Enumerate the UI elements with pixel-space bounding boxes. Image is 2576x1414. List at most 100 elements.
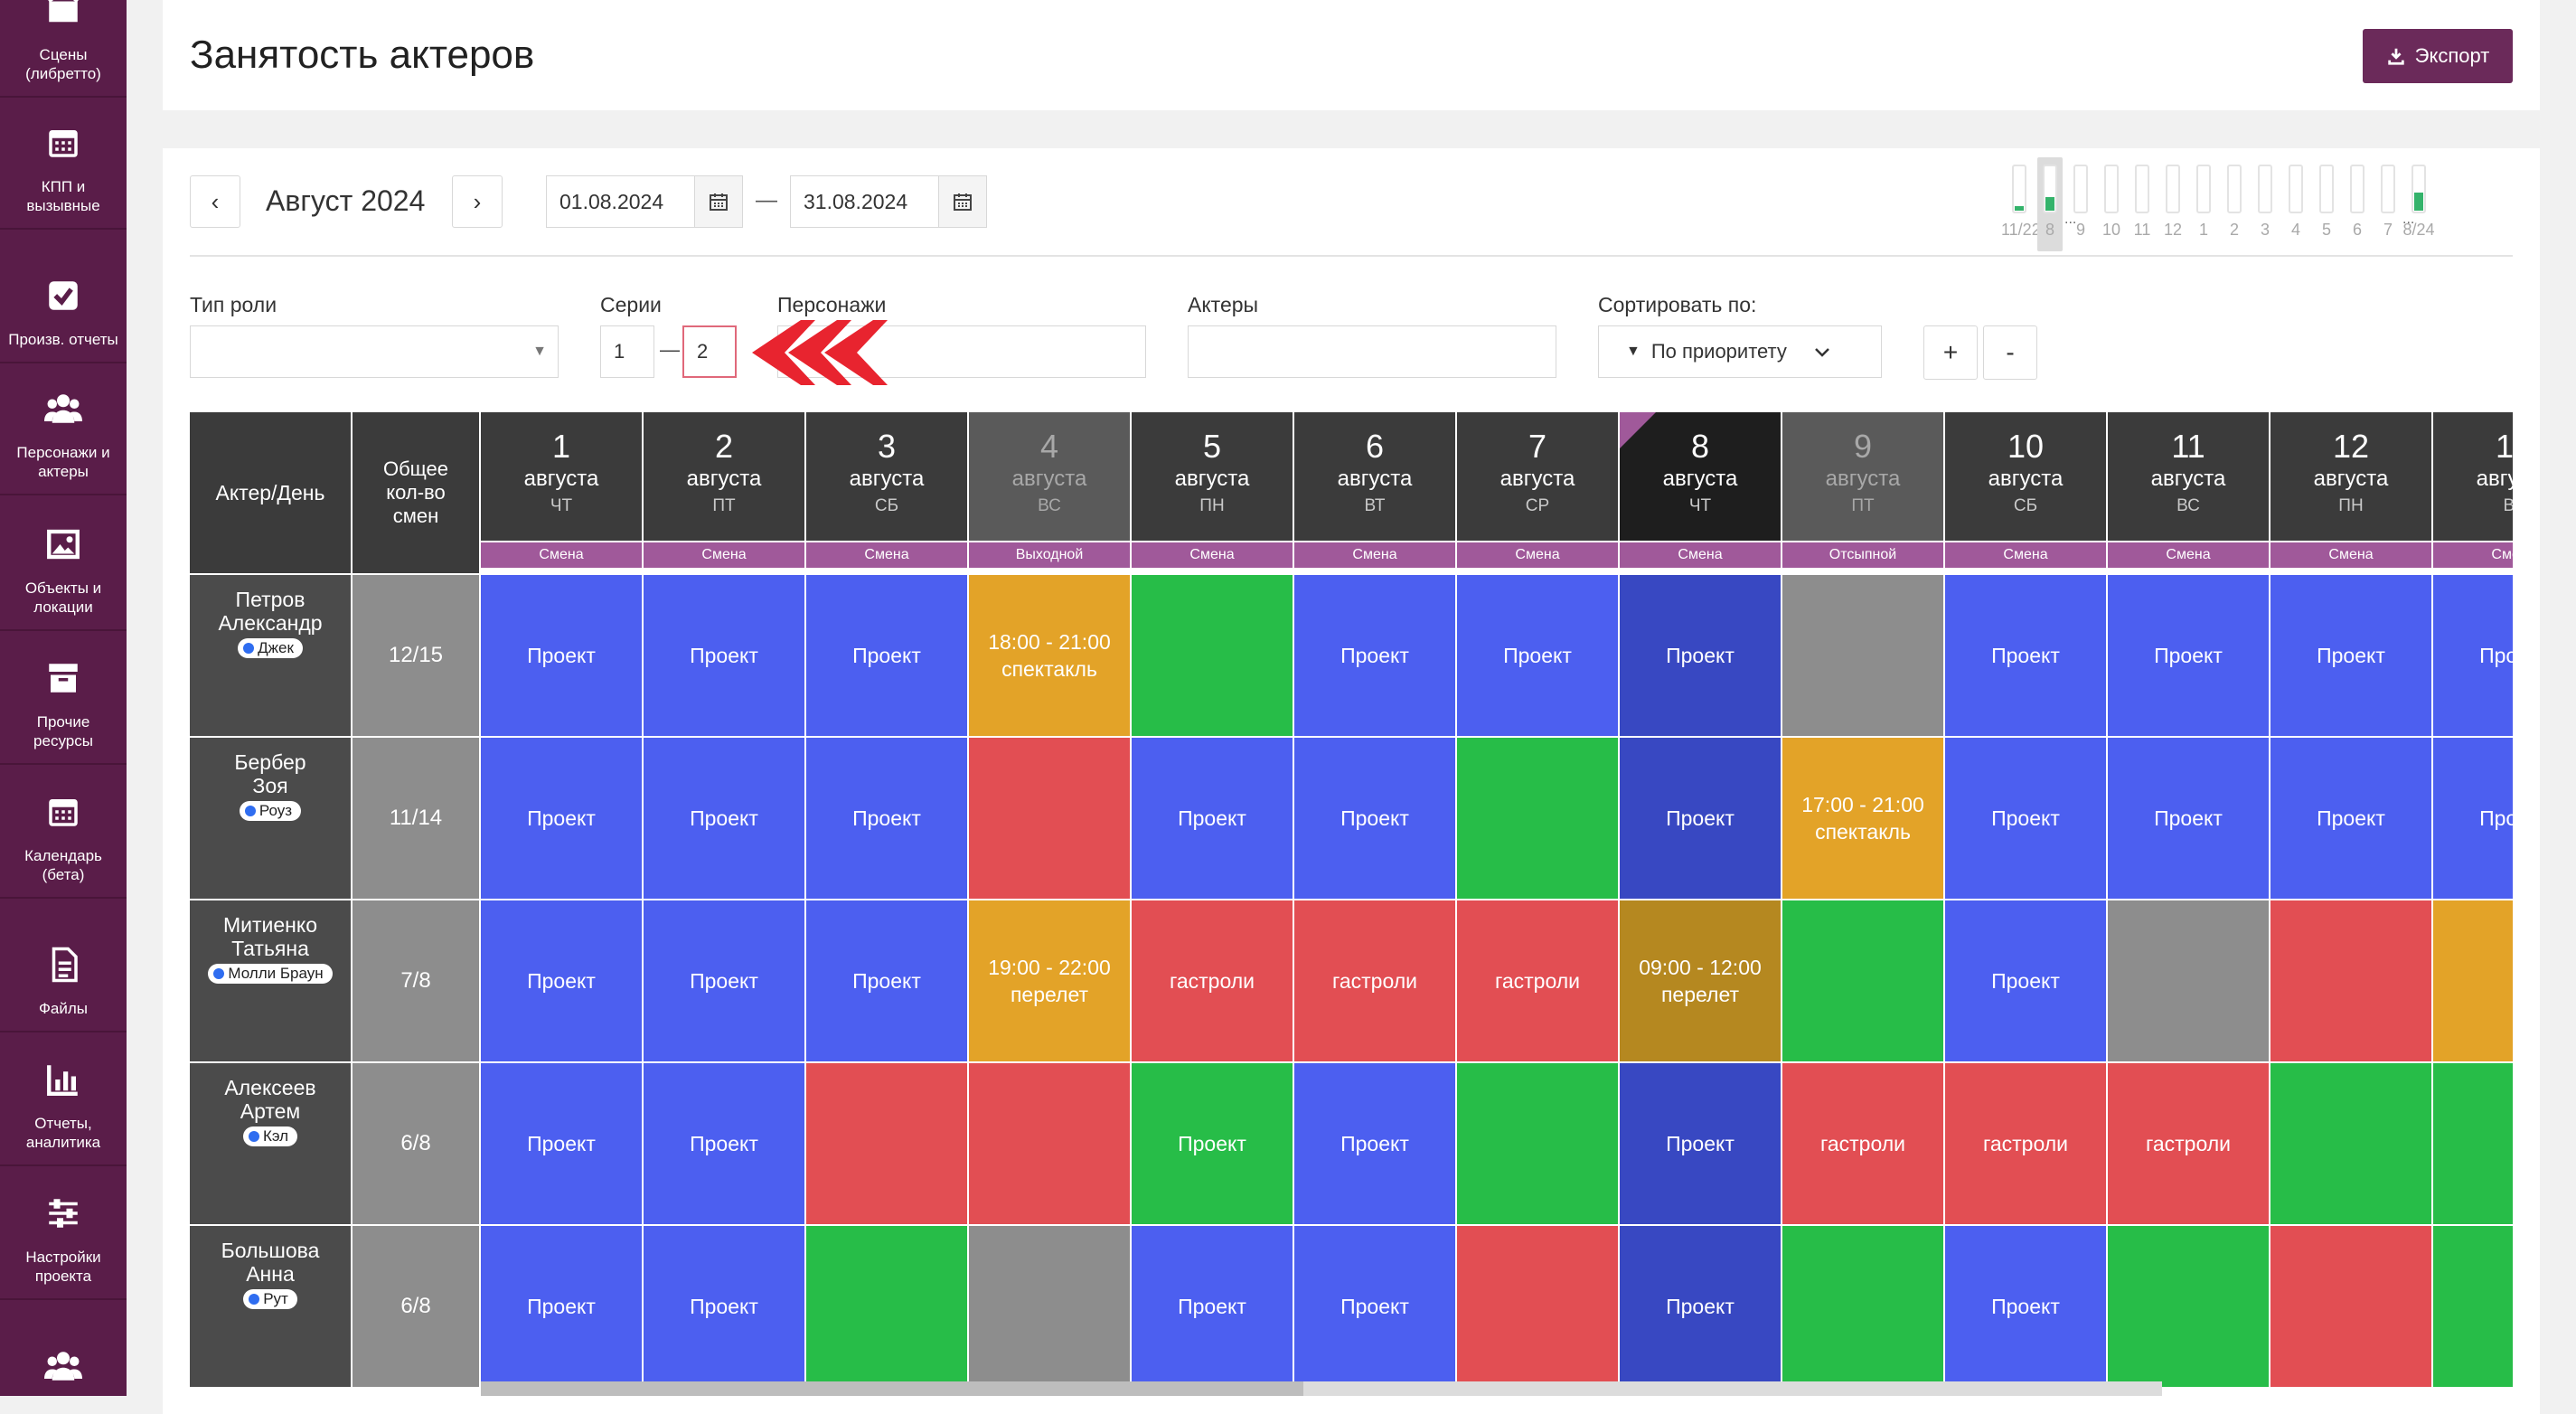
schedule-cell[interactable]: Проект (1132, 1063, 1293, 1224)
day-header[interactable]: 5 августа ПН (1132, 412, 1293, 541)
zoom-out-button[interactable]: - (1983, 325, 2037, 380)
minimap-bar[interactable] (2104, 165, 2119, 213)
minimap-bar[interactable] (2258, 165, 2272, 213)
minimap-bar[interactable] (2073, 165, 2088, 213)
horizontal-scrollbar-thumb[interactable] (481, 1381, 1303, 1396)
schedule-cell[interactable] (1457, 738, 1618, 899)
sidebar-item[interactable]: Пользователи и (0, 1300, 127, 1396)
date-to-field[interactable]: 31.08.2024 (790, 175, 987, 228)
day-header[interactable]: 6 августа ВТ (1294, 412, 1455, 541)
sidebar-item[interactable]: Настройки проекта (0, 1166, 127, 1300)
series-from-input[interactable]: 1 (600, 325, 654, 378)
schedule-cell[interactable] (969, 738, 1130, 899)
sidebar-item[interactable]: Отчеты, аналитика (0, 1032, 127, 1166)
schedule-cell[interactable]: Проект (2433, 738, 2513, 899)
calendar-icon[interactable] (938, 176, 986, 227)
schedule-cell[interactable] (1782, 575, 1943, 736)
schedule-cell[interactable]: Проект (2108, 575, 2269, 736)
schedule-cell[interactable] (1457, 1226, 1618, 1387)
sidebar-item[interactable]: Сцены (либретто) (0, 0, 127, 98)
schedule-cell[interactable]: Проект (1945, 575, 2106, 736)
schedule-cell[interactable]: Проект (1132, 738, 1293, 899)
schedule-cell[interactable]: Проект (644, 1226, 804, 1387)
day-header[interactable]: 12 августа ПН (2270, 412, 2431, 541)
schedule-cell[interactable]: гастроли (1132, 900, 1293, 1061)
schedule-cell[interactable]: 19:00 - 22:00 перелет (969, 900, 1130, 1061)
sidebar-item[interactable]: Файлы (0, 899, 127, 1032)
schedule-cell[interactable]: 18:00 - 21:00 спектакль (969, 575, 1130, 736)
schedule-cell[interactable]: Проект (644, 575, 804, 736)
sidebar-item[interactable]: Произв. отчеты (0, 230, 127, 363)
schedule-cell[interactable] (2108, 1226, 2269, 1387)
minimap-bar[interactable] (2350, 165, 2364, 213)
actor-name-cell[interactable]: Петров Александр Джек (190, 575, 351, 736)
schedule-cell[interactable]: Проект (481, 1226, 642, 1387)
day-header[interactable]: 8 августа ЧТ (1620, 412, 1781, 541)
schedule-cell[interactable] (2270, 900, 2431, 1061)
schedule-cell[interactable] (969, 1226, 1130, 1387)
sidebar-item[interactable]: Персонажи и актеры (0, 362, 127, 495)
schedule-cell[interactable]: гастроли (2108, 1063, 2269, 1224)
schedule-cell[interactable]: Проект (481, 575, 642, 736)
schedule-cell[interactable]: Проект (481, 900, 642, 1061)
schedule-cell[interactable]: Проект (1945, 1226, 2106, 1387)
minimap-bar[interactable] (2411, 165, 2426, 213)
schedule-cell[interactable] (2270, 1226, 2431, 1387)
date-from-field[interactable]: 01.08.2024 (546, 175, 743, 228)
zoom-in-button[interactable]: + (1923, 325, 1978, 380)
next-month-button[interactable]: › (452, 175, 503, 228)
schedule-cell[interactable] (969, 1063, 1130, 1224)
minimap-bar[interactable] (2135, 165, 2149, 213)
schedule-cell[interactable]: Проект (1620, 1063, 1781, 1224)
minimap-bar[interactable] (2196, 165, 2211, 213)
day-header[interactable]: 2 августа ПТ (644, 412, 804, 541)
sidebar-item[interactable]: Объекты и локации (0, 497, 127, 631)
schedule-cell[interactable]: 09:00 - 12:00 перелет (1620, 900, 1781, 1061)
schedule-cell[interactable] (1132, 575, 1293, 736)
schedule-cell[interactable]: Проект (481, 1063, 642, 1224)
schedule-cell[interactable]: Проект (2270, 575, 2431, 736)
schedule-cell[interactable]: Проект (1457, 575, 1618, 736)
minimap-bar[interactable] (2227, 165, 2242, 213)
schedule-cell[interactable]: Проект (1294, 1226, 1455, 1387)
sidebar-item[interactable]: КПП и вызывные (0, 96, 127, 230)
sidebar-item[interactable]: Прочие ресурсы (0, 631, 127, 765)
minimap-bar[interactable] (2289, 165, 2303, 213)
minimap-bar[interactable] (2166, 165, 2180, 213)
schedule-cell[interactable]: гастроли (1294, 900, 1455, 1061)
schedule-cell[interactable]: Проект (1294, 738, 1455, 899)
actor-name-cell[interactable]: Митиенко Татьяна Молли Браун (190, 900, 351, 1061)
actor-name-cell[interactable]: Бербер Зоя Роуз (190, 738, 351, 899)
day-header[interactable]: 10 августа СБ (1945, 412, 2106, 541)
schedule-cell[interactable]: гастроли (1782, 1063, 1943, 1224)
prev-month-button[interactable]: ‹ (190, 175, 240, 228)
role-type-select[interactable]: ▼ (190, 325, 559, 378)
export-button[interactable]: Экспорт (2363, 29, 2513, 83)
schedule-cell[interactable]: Проект (1294, 575, 1455, 736)
schedule-cell[interactable] (806, 1063, 967, 1224)
day-header[interactable]: 9 августа ПТ (1782, 412, 1943, 541)
schedule-cell[interactable]: гастроли (1945, 1063, 2106, 1224)
schedule-cell[interactable]: Проект (1945, 900, 2106, 1061)
schedule-cell[interactable]: Проект (1620, 1226, 1781, 1387)
schedule-cell[interactable] (1457, 1063, 1618, 1224)
schedule-cell[interactable]: Проект (1620, 738, 1781, 899)
schedule-cell[interactable]: Проект (2108, 738, 2269, 899)
characters-input[interactable] (777, 325, 1146, 378)
sidebar-item[interactable]: Календарь (бета) (0, 765, 127, 899)
series-to-input[interactable]: 2 (682, 325, 737, 378)
schedule-cell[interactable]: Проект (644, 1063, 804, 1224)
schedule-cell[interactable] (2433, 900, 2513, 1061)
schedule-cell[interactable]: Проект (644, 738, 804, 899)
calendar-icon[interactable] (694, 176, 742, 227)
period-minimap[interactable]: 11/22 8 9 10 11 12 1 2 3 4 5 6 7 8/24...... (2001, 157, 2536, 251)
schedule-cell[interactable]: Проект (1945, 738, 2106, 899)
schedule-cell[interactable]: Проект (1132, 1226, 1293, 1387)
schedule-cell[interactable]: Проект (2270, 738, 2431, 899)
schedule-cell[interactable]: Проект (644, 900, 804, 1061)
schedule-cell[interactable] (2270, 1063, 2431, 1224)
schedule-cell[interactable]: Проект (806, 738, 967, 899)
schedule-cell[interactable]: 17:00 - 21:00 спектакль (1782, 738, 1943, 899)
day-header[interactable]: 1 августа ЧТ (481, 412, 642, 541)
schedule-cell[interactable] (1782, 900, 1943, 1061)
